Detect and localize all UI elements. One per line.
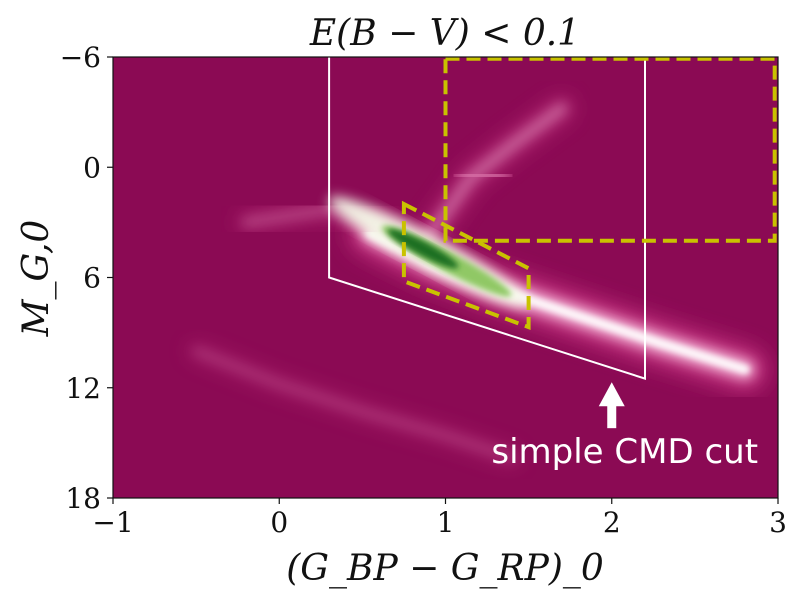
chart-title: E(B − V) < 0.1 <box>309 13 580 54</box>
giant-box <box>443 57 777 243</box>
plot-area <box>113 57 778 498</box>
x-axis: −1 0 1 2 3 <box>92 498 787 539</box>
y-axis-label: M_G,0 <box>16 220 57 338</box>
y-tick-label: −6 <box>60 41 101 74</box>
x-axis-label: (G_BP − G_RP)_0 <box>286 548 604 589</box>
x-tick-label: 1 <box>437 506 455 539</box>
x-tick-label: −1 <box>92 506 133 539</box>
overlay-layer <box>328 57 777 380</box>
x-tick-label: 3 <box>769 506 787 539</box>
x-tick-label: 2 <box>603 506 621 539</box>
y-tick-label: 6 <box>83 262 101 295</box>
cmd-cut-arrow-head <box>598 382 625 407</box>
red-clump-core <box>456 168 510 183</box>
white-dwarf-sequence-core <box>192 347 516 462</box>
y-tick-label: 18 <box>65 482 101 515</box>
cmd-cut-polygon <box>328 57 646 380</box>
y-axis: −6 0 6 12 18 <box>60 41 113 515</box>
annotation-layer: simple CMD cut <box>491 382 758 472</box>
main-sequence-box <box>401 200 531 330</box>
y-tick-label: 12 <box>65 372 101 405</box>
peak-inner <box>387 228 459 269</box>
density-peak <box>328 196 529 307</box>
cmd-cut-label: simple CMD cut <box>491 432 758 472</box>
x-tick-label: 0 <box>270 506 288 539</box>
y-tick-label: 0 <box>83 151 101 184</box>
